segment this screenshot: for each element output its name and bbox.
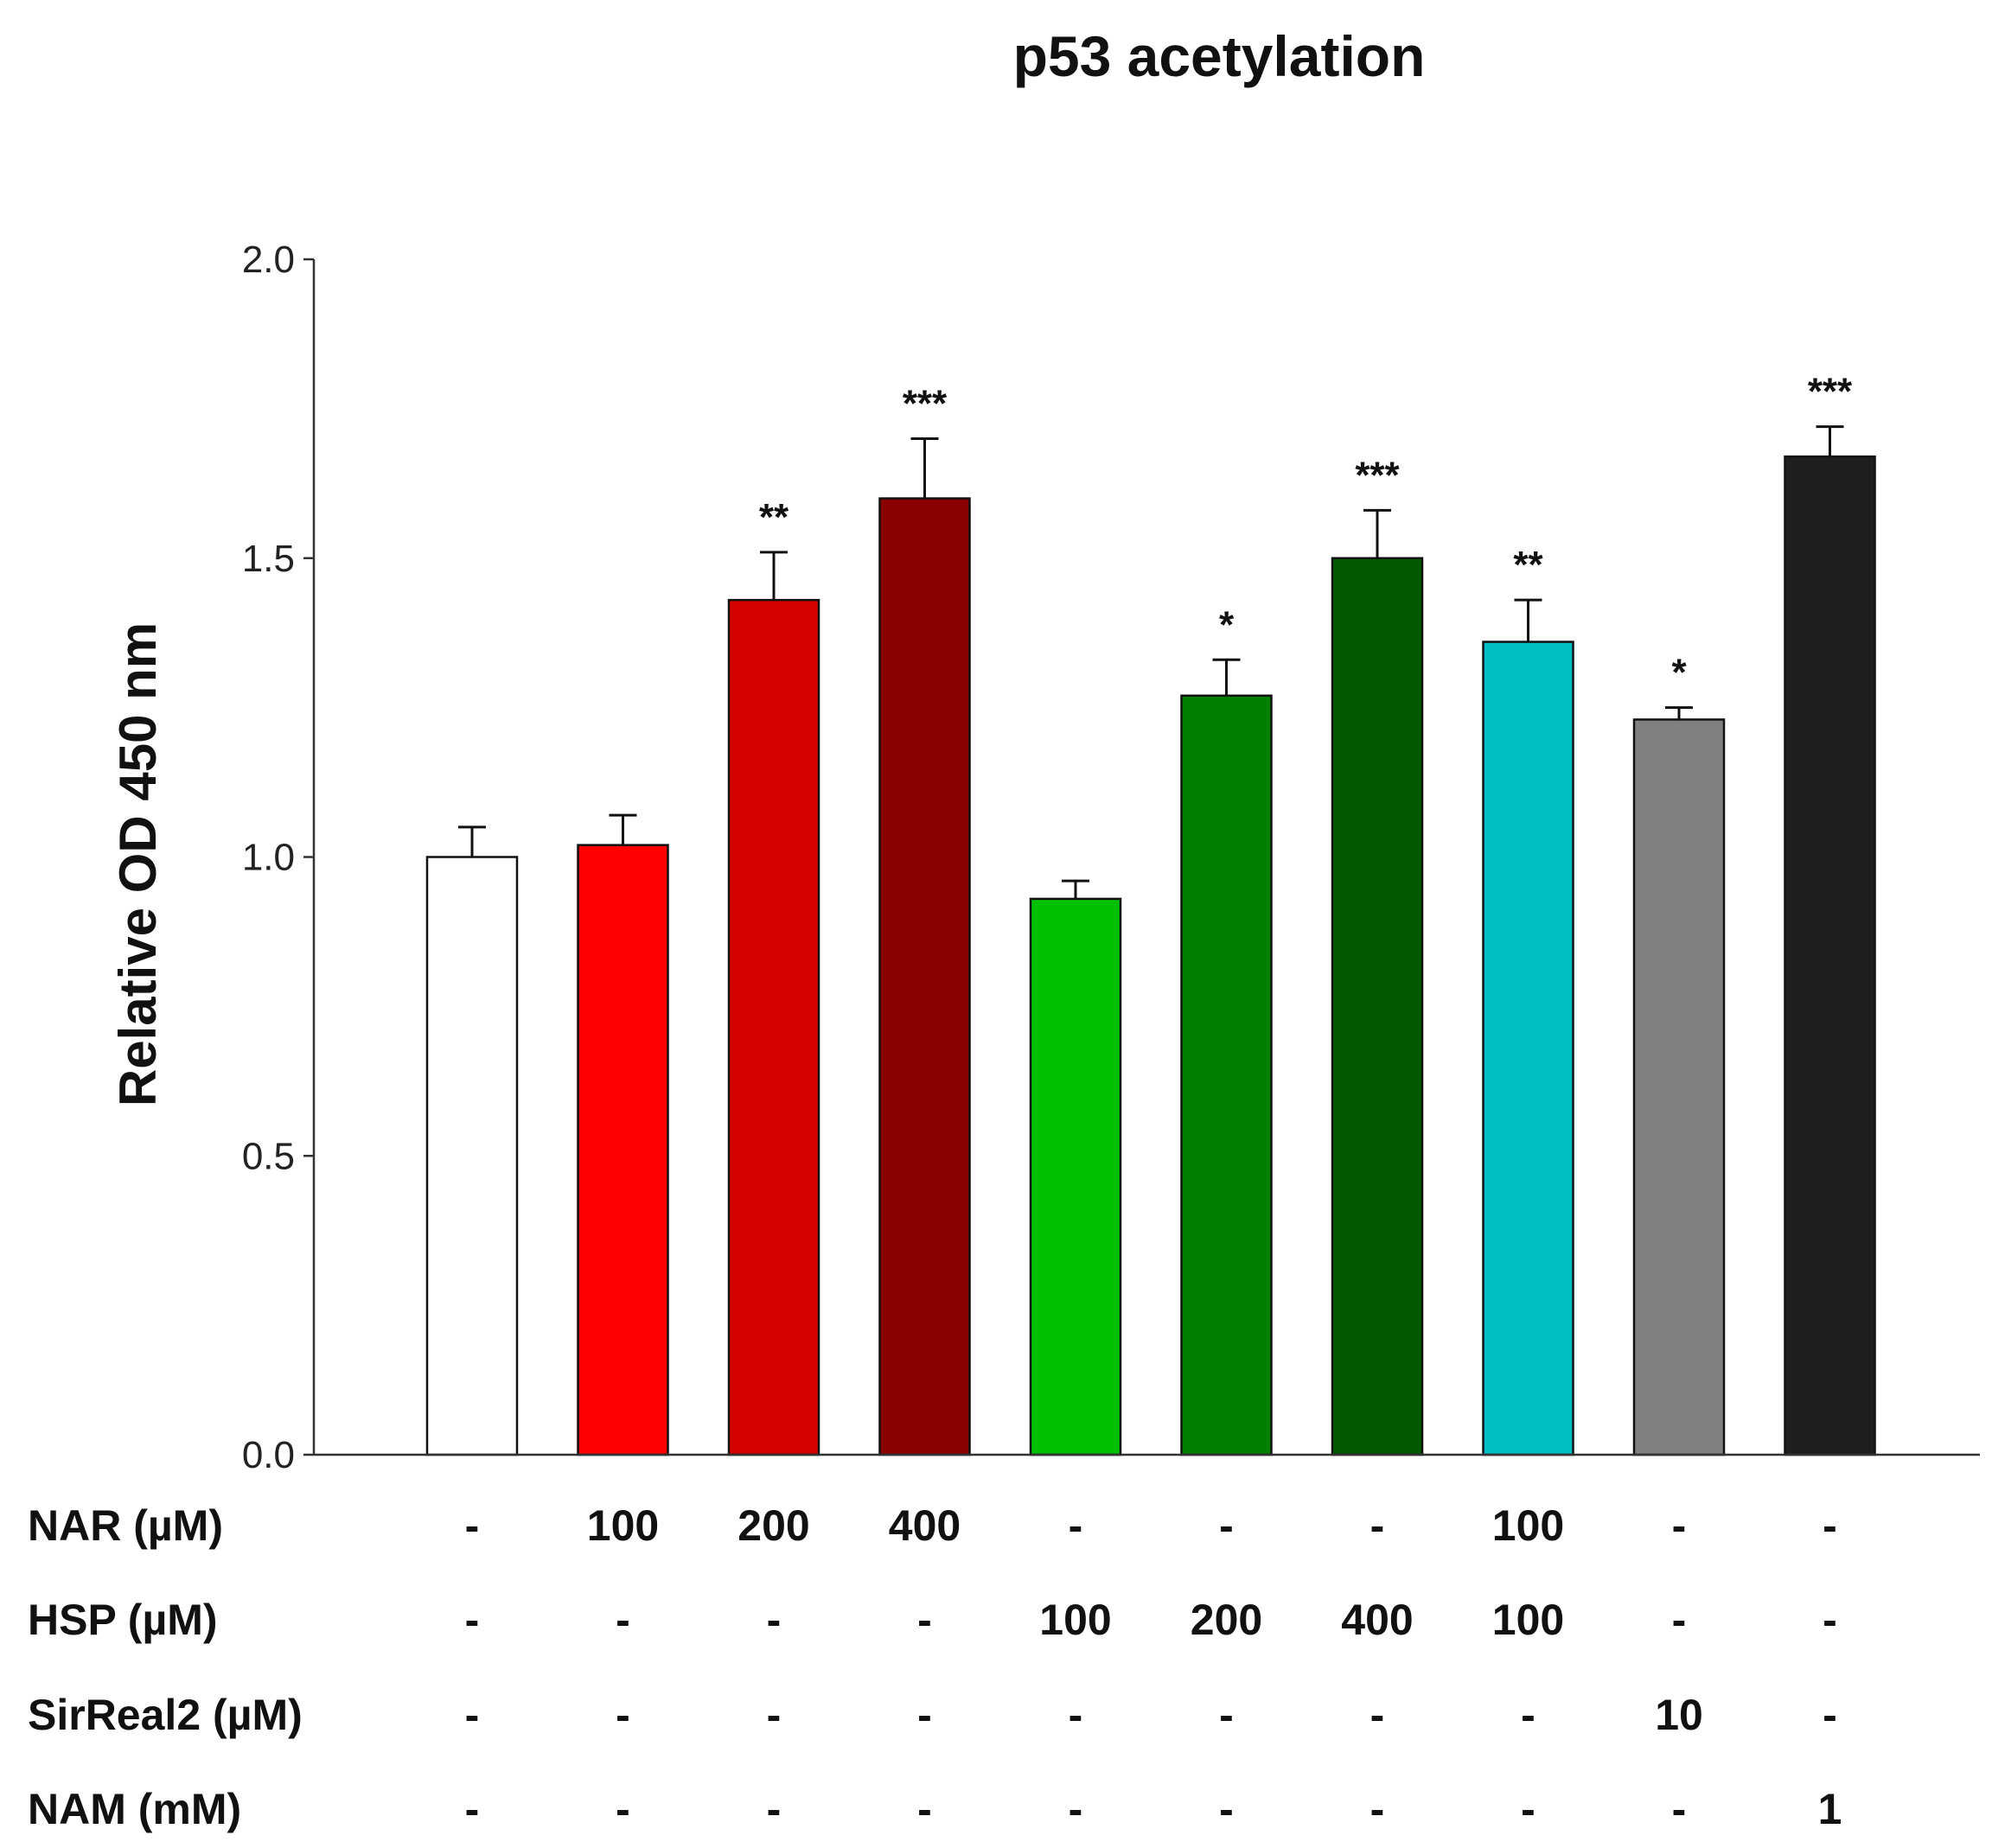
condition-value: 200 — [1191, 1596, 1262, 1644]
condition-value: - — [616, 1691, 630, 1739]
condition-row-label: NAR (µM) — [28, 1501, 223, 1550]
bar-group — [425, 825, 519, 1456]
condition-value: - — [1370, 1785, 1385, 1833]
significance-label: *** — [1808, 371, 1853, 413]
y-axis: 0.0 0.5 1.0 1.5 2.0 — [242, 239, 316, 1476]
condition-value: - — [616, 1596, 630, 1644]
condition-table: NAR (µM) - 100 200 400 - - - 100 - - HSP (µM) - - - - 10… — [28, 1501, 1842, 1833]
condition-value: - — [465, 1501, 480, 1550]
bar-group: * — [1180, 603, 1273, 1456]
condition-value: 100 — [1039, 1596, 1111, 1644]
bar — [878, 497, 971, 1456]
bar — [1029, 897, 1122, 1456]
significance-label: ** — [1513, 544, 1543, 586]
condition-value: 100 — [1492, 1501, 1564, 1550]
significance-label: *** — [1355, 454, 1400, 496]
bar-group: ** — [727, 496, 820, 1456]
bar-group: *** — [1784, 371, 1876, 1456]
y-tick-label: 1.5 — [242, 538, 295, 580]
condition-value: - — [917, 1785, 932, 1833]
condition-value: - — [917, 1596, 932, 1644]
bar — [425, 856, 519, 1456]
bar-group: * — [1632, 652, 1726, 1456]
condition-value: - — [616, 1785, 630, 1833]
significance-label: *** — [903, 382, 948, 424]
condition-row-label: SirReal2 (µM) — [28, 1691, 303, 1739]
condition-value: - — [1219, 1691, 1234, 1739]
bar-group — [1029, 879, 1122, 1456]
bar — [1331, 557, 1424, 1456]
condition-value: - — [1521, 1785, 1536, 1833]
condition-value: - — [1069, 1501, 1083, 1550]
y-tick-label: 0.0 — [242, 1434, 295, 1476]
y-axis-label: Relative OD 450 nm — [109, 622, 167, 1106]
chart-title: p53 acetylation — [1013, 24, 1426, 88]
condition-value: 400 — [889, 1501, 961, 1550]
significance-label: ** — [759, 496, 789, 538]
condition-row-label: NAM (mM) — [28, 1785, 241, 1833]
condition-value: - — [1823, 1501, 1837, 1550]
bar — [1180, 694, 1273, 1456]
condition-value: - — [465, 1785, 480, 1833]
significance-label: * — [1671, 652, 1687, 694]
y-tick-label: 1.0 — [242, 837, 295, 879]
condition-value: - — [1823, 1596, 1837, 1644]
condition-value: - — [1672, 1501, 1687, 1550]
condition-value: - — [1672, 1785, 1687, 1833]
bar — [1784, 455, 1876, 1456]
bars-group: *************** — [425, 371, 1876, 1456]
bar — [577, 844, 669, 1456]
condition-row-label: HSP (µM) — [28, 1596, 218, 1644]
condition-value: 200 — [737, 1501, 809, 1550]
condition-value: 100 — [587, 1501, 659, 1550]
bar-group: *** — [878, 382, 971, 1456]
bar — [1482, 640, 1574, 1456]
condition-value: 100 — [1492, 1596, 1564, 1644]
condition-value: - — [767, 1691, 782, 1739]
condition-value: - — [917, 1691, 932, 1739]
bar — [1632, 718, 1726, 1456]
condition-value: 1 — [1818, 1785, 1842, 1833]
condition-value: - — [1219, 1501, 1234, 1550]
condition-value: - — [1672, 1596, 1687, 1644]
bar-group: ** — [1482, 544, 1574, 1456]
bar-group — [577, 813, 669, 1456]
condition-value: - — [465, 1691, 480, 1739]
y-tick-label: 0.5 — [242, 1135, 295, 1177]
condition-value: 400 — [1341, 1596, 1413, 1644]
condition-value: 10 — [1655, 1691, 1703, 1739]
significance-label: * — [1219, 603, 1235, 646]
bar-group: *** — [1331, 454, 1424, 1456]
condition-value: - — [1370, 1691, 1385, 1739]
condition-value: - — [1069, 1785, 1083, 1833]
condition-value: - — [1370, 1501, 1385, 1550]
y-tick-label: 2.0 — [242, 239, 295, 281]
condition-value: - — [1219, 1785, 1234, 1833]
bar — [727, 598, 820, 1456]
condition-value: - — [767, 1596, 782, 1644]
condition-value: - — [767, 1785, 782, 1833]
condition-value: - — [465, 1596, 480, 1644]
condition-value: - — [1823, 1691, 1837, 1739]
condition-value: - — [1069, 1691, 1083, 1739]
condition-value: - — [1521, 1691, 1536, 1739]
